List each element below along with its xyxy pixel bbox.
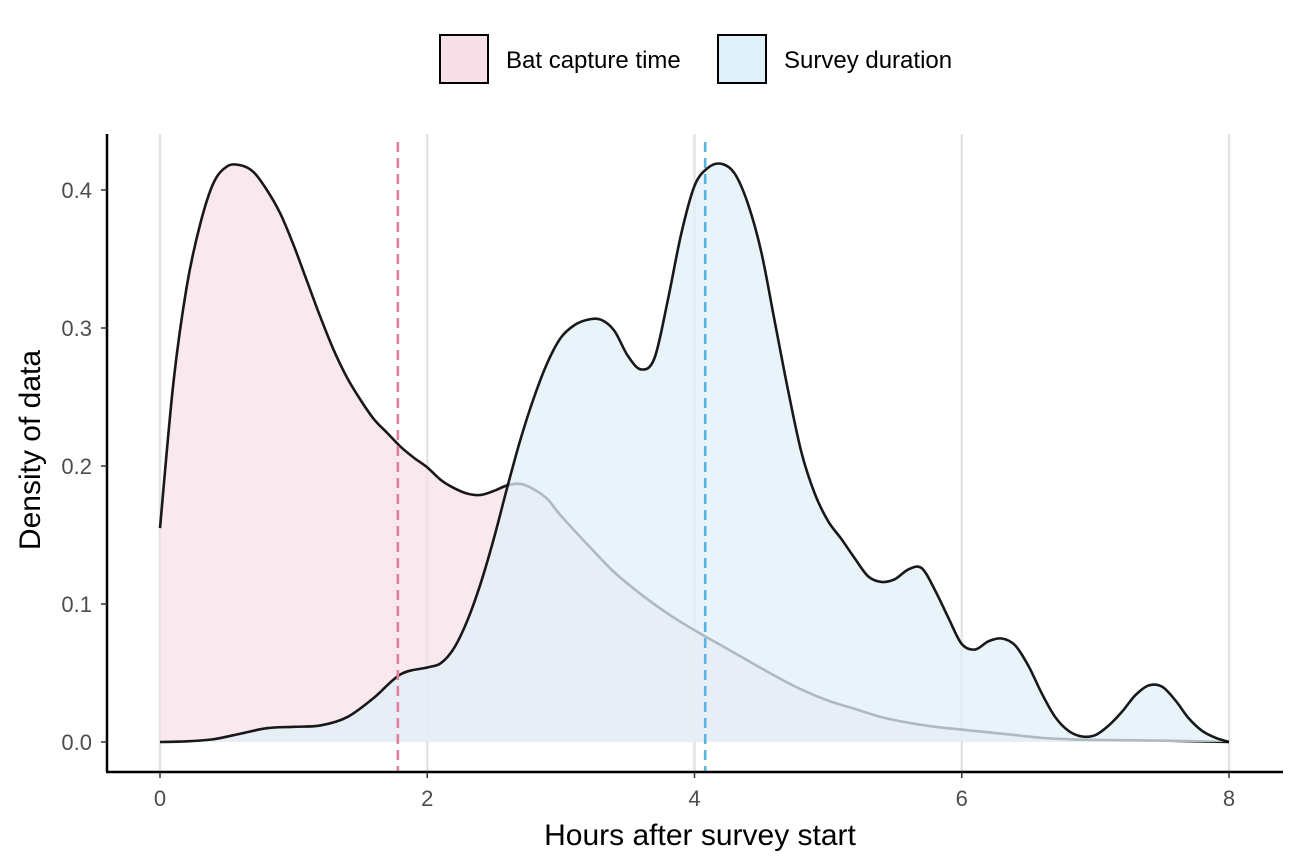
density-area-bat-capture	[160, 164, 1229, 743]
tick-labels: 0 2 4 6 8 0.0 0.1 0.2 0.3 0.4	[61, 178, 1235, 811]
y-tick-label-0.3: 0.3	[61, 316, 92, 341]
y-axis-title: Density of data	[14, 350, 47, 550]
x-tick-label-6: 6	[956, 786, 968, 811]
legend-label-survey-duration: Survey duration	[784, 47, 952, 74]
density-area-survey-duration	[160, 163, 1229, 742]
y-tick-label-0.1: 0.1	[61, 592, 92, 617]
y-tick-label-0.2: 0.2	[61, 454, 92, 479]
x-axis-title: Hours after survey start	[544, 819, 856, 852]
legend-swatch-survey-duration	[717, 34, 767, 84]
x-tick-label-0: 0	[154, 786, 166, 811]
x-tick-label-4: 4	[688, 786, 700, 811]
y-tick-label-0: 0.0	[61, 730, 92, 755]
y-tick-label-0.4: 0.4	[61, 178, 92, 203]
x-tick-label-2: 2	[421, 786, 433, 811]
density-curve-survey-duration	[159, 162, 1230, 744]
x-tick-label-8: 8	[1223, 786, 1235, 811]
legend: Bat capture time Survey duration	[439, 34, 952, 84]
mean-lines	[396, 142, 707, 772]
legend-swatch-bat-capture	[439, 34, 489, 84]
density-areas	[158, 162, 1230, 744]
legend-label-bat-capture: Bat capture time	[506, 47, 681, 74]
